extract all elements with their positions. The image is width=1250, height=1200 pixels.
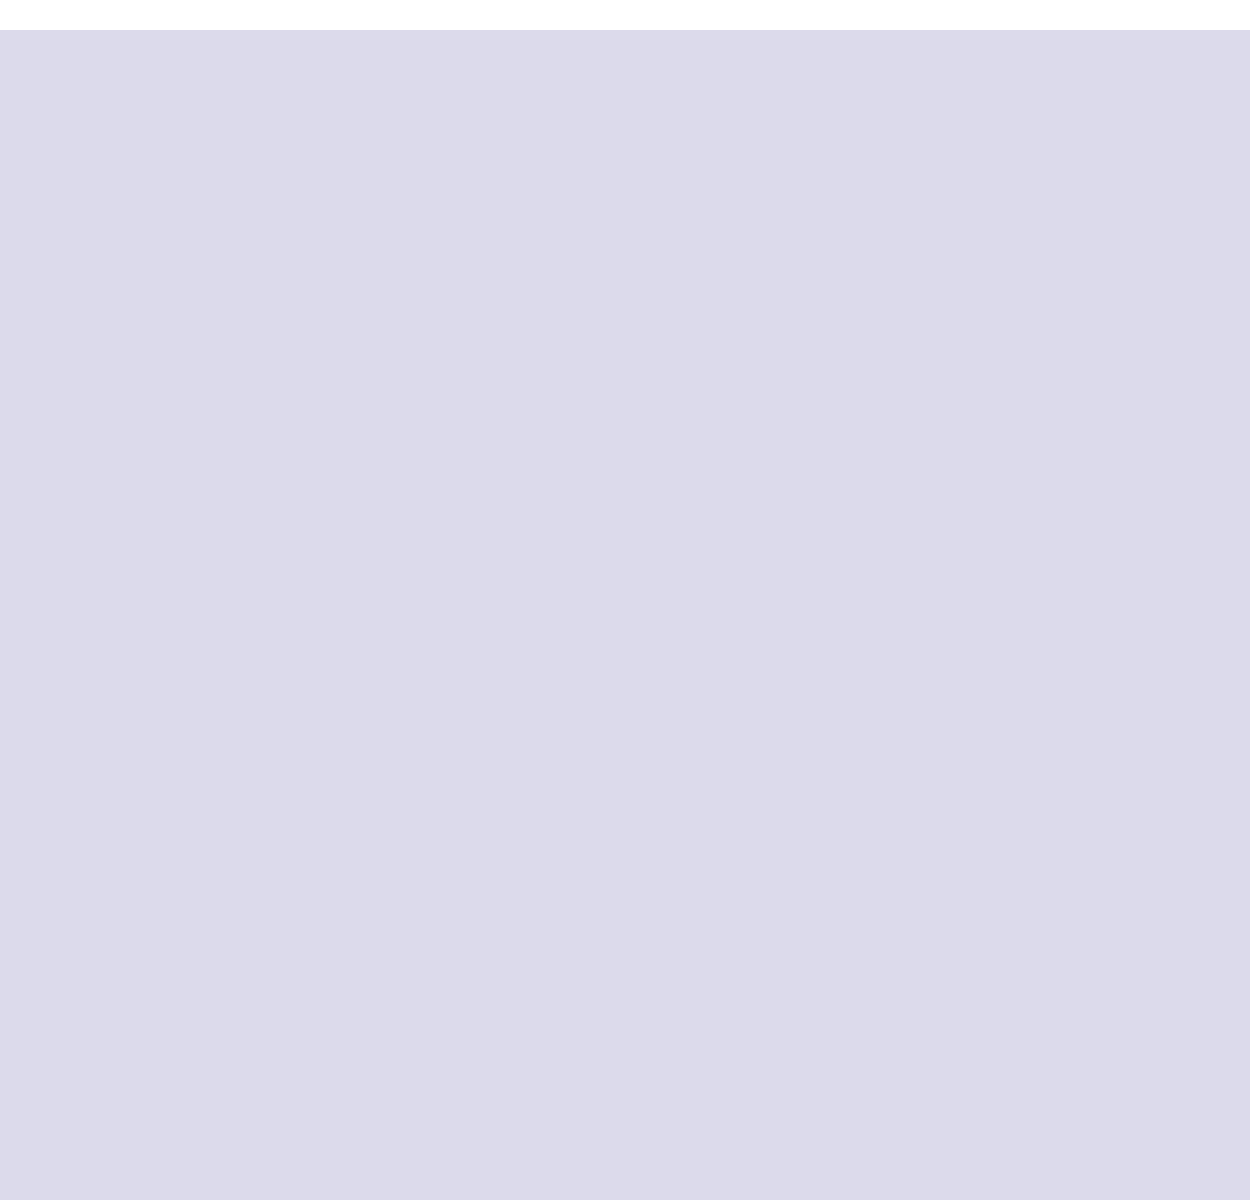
ohlc-readout <box>1204 2 1244 16</box>
chart-background <box>0 28 1250 1200</box>
chart-header <box>0 0 1250 30</box>
price-axis-gutter <box>1195 28 1250 1200</box>
